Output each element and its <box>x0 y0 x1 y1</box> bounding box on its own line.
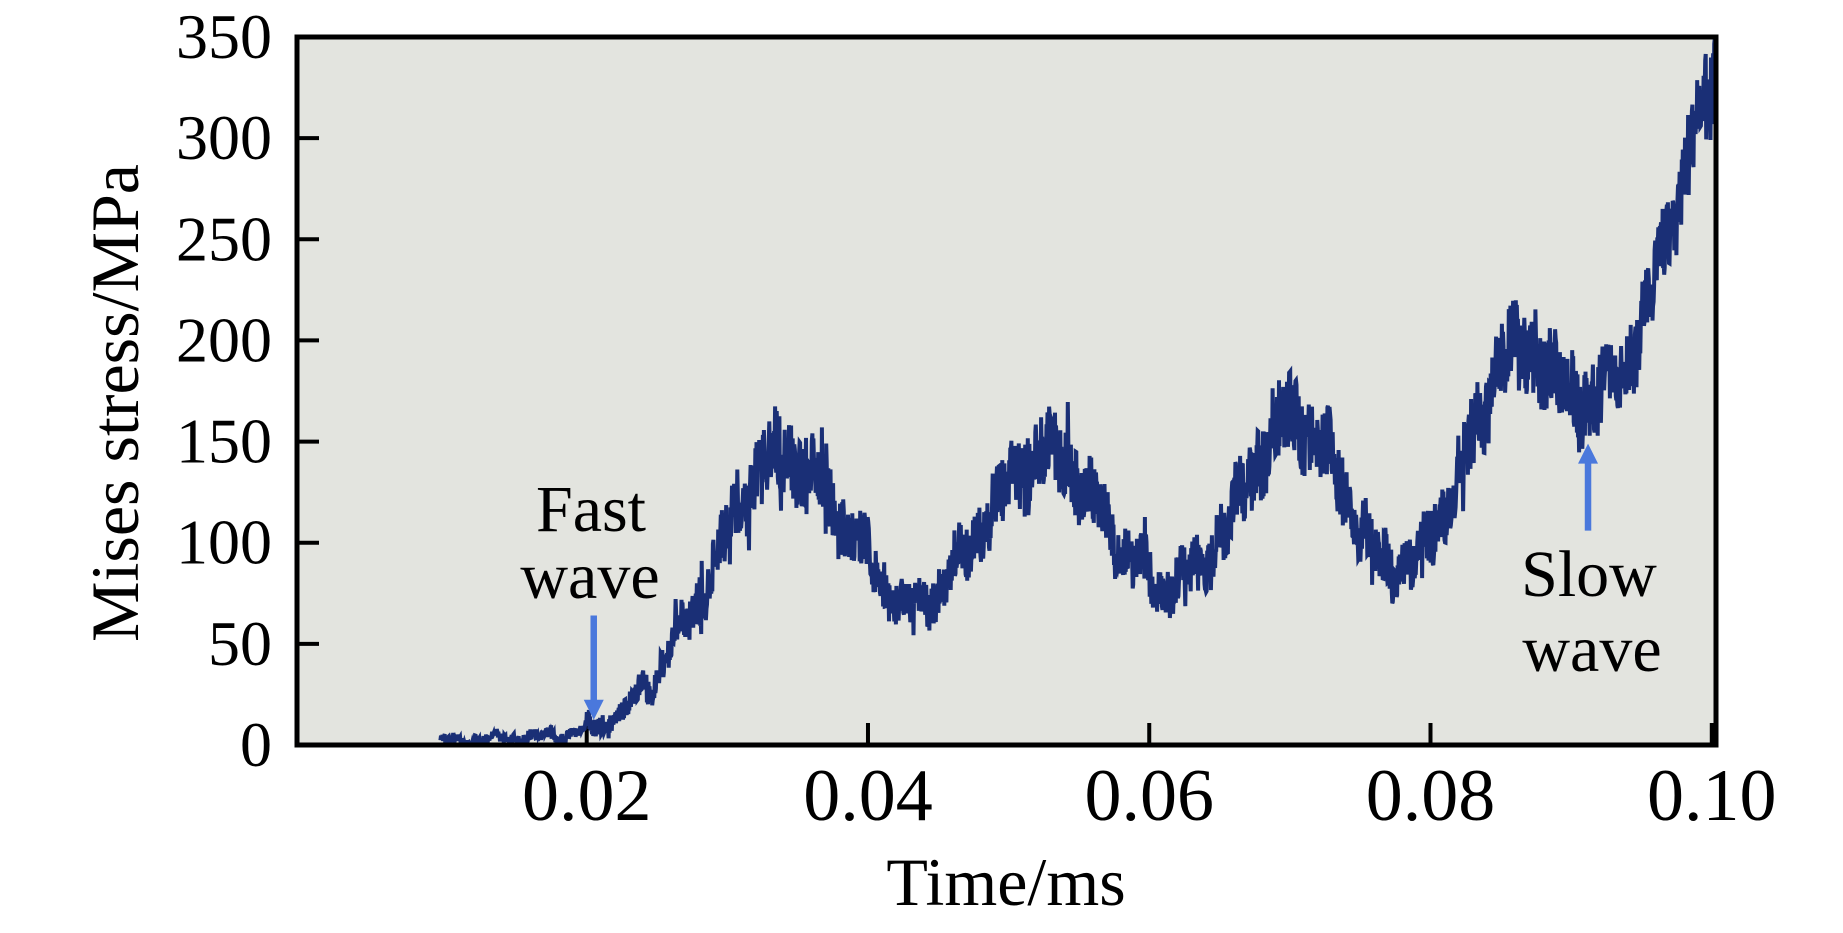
fast-wave-label-line1: Fast <box>536 473 646 546</box>
y-tick-label: 50 <box>208 608 272 679</box>
y-tick-label: 150 <box>176 406 272 477</box>
y-tick-label: 250 <box>176 203 272 274</box>
x-tick-label: 0.04 <box>803 755 933 837</box>
y-tick-label: 350 <box>176 1 272 72</box>
y-tick-label: 100 <box>176 507 272 578</box>
x-tick-label: 0.08 <box>1366 755 1496 837</box>
axis-ticks <box>297 136 1714 745</box>
x-tick-label: 0.10 <box>1647 755 1777 837</box>
slow-wave-arrow-head <box>1578 443 1599 464</box>
slow-wave-label-line2: wave <box>1522 613 1661 686</box>
y-tick-label: 200 <box>176 304 272 375</box>
x-tick-label: 0.06 <box>1084 755 1214 837</box>
x-tick-label: 0.02 <box>522 755 652 837</box>
fast-wave-arrow-head <box>583 699 604 720</box>
plot-border <box>294 34 1719 748</box>
annotation-arrows <box>583 443 1599 720</box>
y-tick-label: 0 <box>240 709 272 780</box>
slow-wave-label-line1: Slow <box>1521 538 1657 611</box>
mises-stress-line <box>438 39 1714 743</box>
tick-labels: 0.02 0.04 0.06 0.08 0.10 0 50 100 150 200 250 300 35… <box>176 1 1777 837</box>
stress-curve <box>438 39 1714 743</box>
fast-wave-label-line2: wave <box>520 540 659 613</box>
y-tick-label: 300 <box>176 102 272 173</box>
x-axis-title: Time/ms <box>886 844 1125 920</box>
y-axis-title: Mises stress/MPa <box>77 164 153 642</box>
